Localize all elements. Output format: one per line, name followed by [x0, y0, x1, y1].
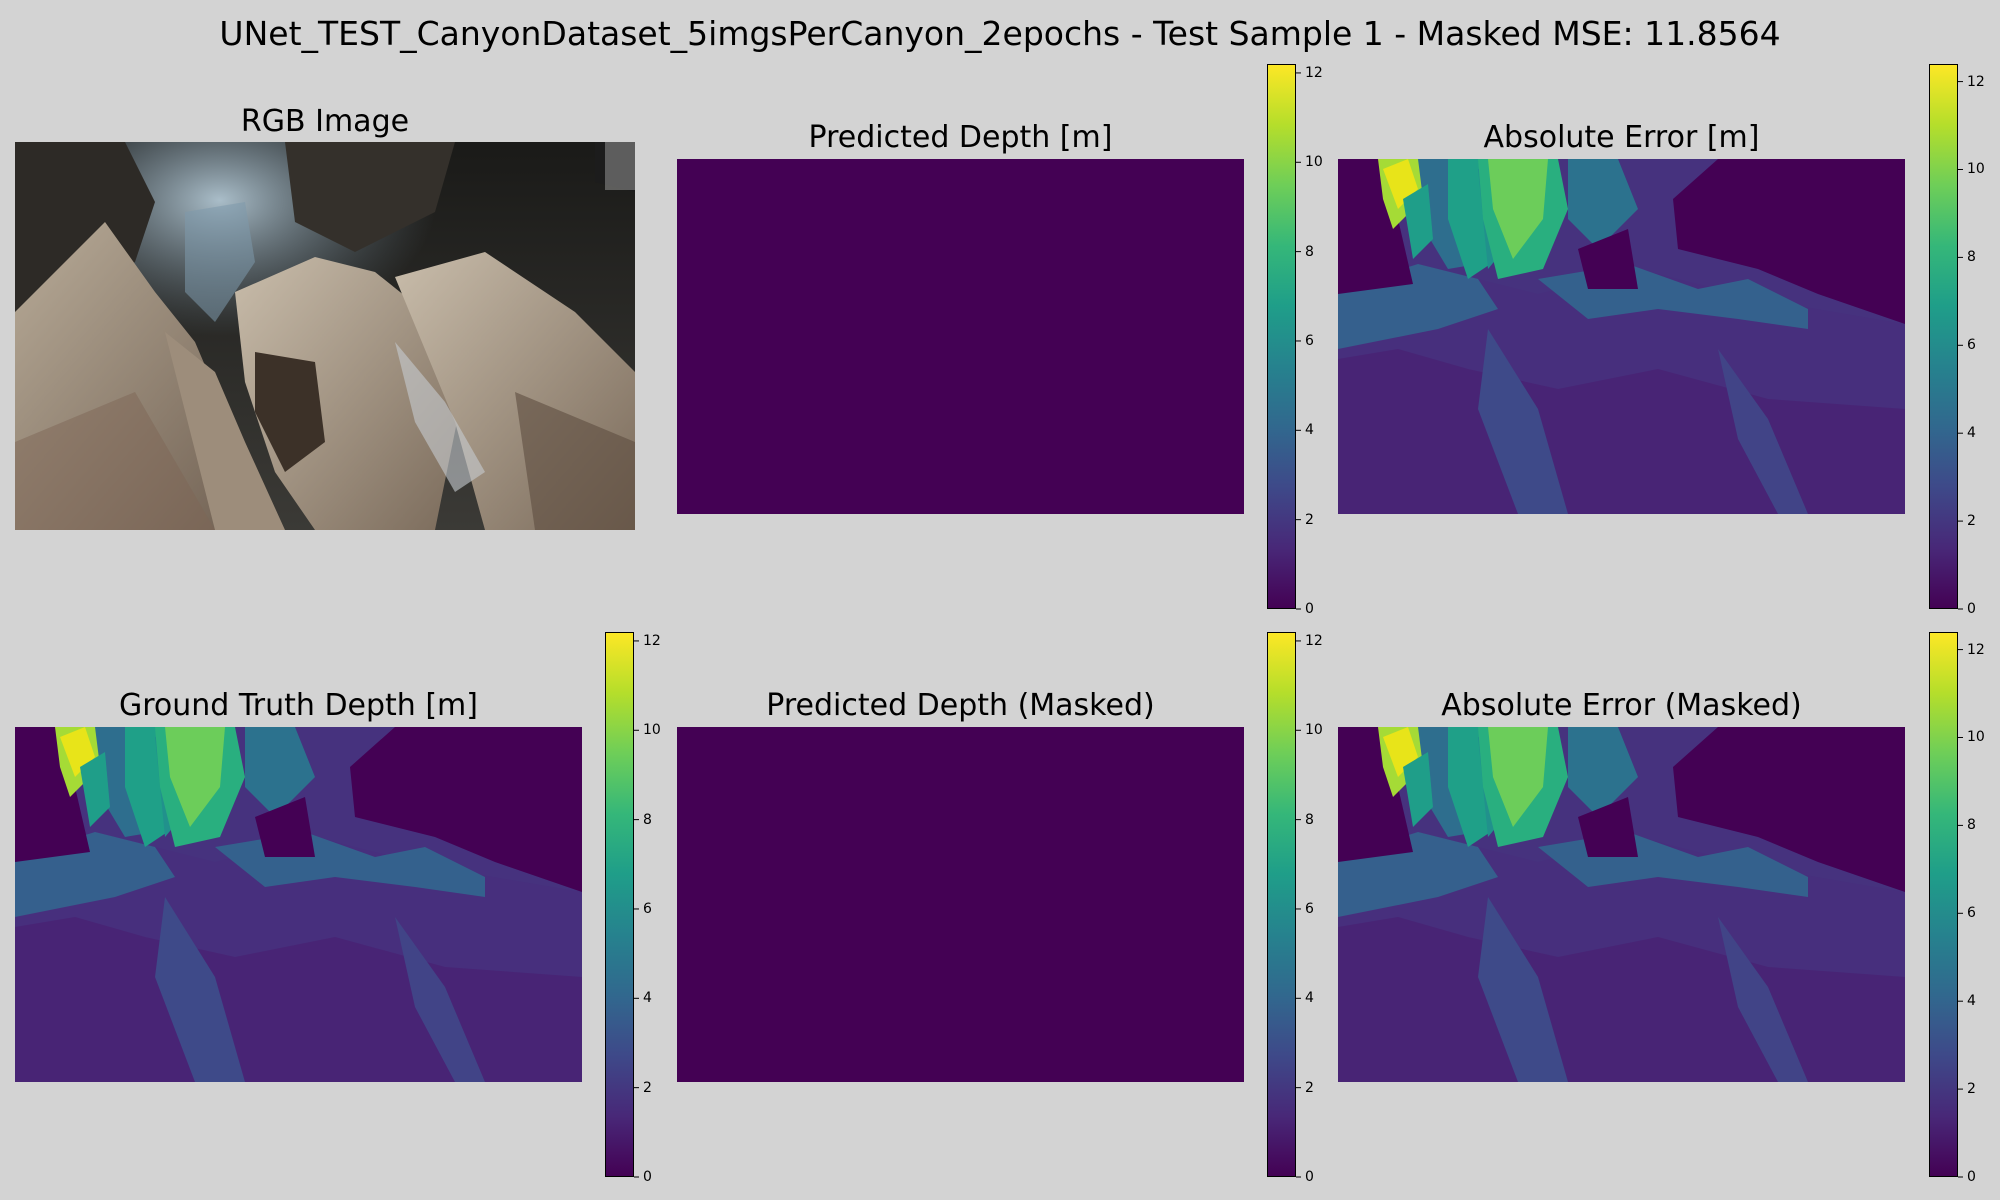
colorbar-tick-label: 4 — [1967, 425, 1976, 442]
depth-region — [1488, 727, 1548, 827]
subplot-title-pred: Predicted Depth [m] — [808, 120, 1113, 155]
colorbar-tick-label: 12 — [1967, 73, 1985, 90]
predicted-depth-heatmap — [677, 159, 1244, 514]
colorbar-gradient — [1929, 632, 1963, 1178]
colorbar-fill — [1267, 632, 1296, 1177]
depth-region — [245, 727, 315, 817]
colorbar-tick-label: 2 — [1967, 513, 1976, 530]
depth-region — [1478, 329, 1568, 514]
colorbar-fill — [605, 632, 634, 1177]
subplot-title-abserr: Absolute Error [m] — [1483, 120, 1760, 155]
colorbar-tick-label: 0 — [1967, 1169, 1976, 1185]
depth-region — [395, 917, 485, 1082]
colorbar-gradient — [1929, 64, 1963, 610]
colorbar-tick-label: 12 — [1967, 641, 1985, 658]
depth-region — [1403, 752, 1433, 827]
depth-region — [1403, 184, 1433, 259]
absolute-error-masked-heatmap — [1338, 727, 1905, 1082]
colorbar-tick-label: 8 — [1305, 243, 1314, 260]
absolute-error-panel — [1338, 159, 1905, 514]
depth-region — [80, 752, 110, 827]
depth-region — [350, 727, 582, 892]
subplot-title-gt: Ground Truth Depth [m] — [118, 688, 478, 723]
ground-truth-heatmap — [15, 727, 582, 1082]
depth-region — [1568, 727, 1638, 817]
depth-region — [1568, 159, 1638, 249]
colorbar-fill — [1267, 64, 1296, 609]
colorbar-tick-label: 6 — [1967, 905, 1976, 922]
predicted-depth-masked-fill — [677, 727, 1244, 1082]
colorbar-tick-label: 2 — [1305, 511, 1314, 528]
colorbar-tick-label: 8 — [643, 811, 652, 828]
colorbar-tick-label: 10 — [643, 722, 661, 739]
depth-region — [1478, 897, 1568, 1082]
colorbar-gradient — [1267, 632, 1301, 1178]
depth-region — [15, 727, 90, 862]
colorbar-tick-label: 10 — [1305, 722, 1323, 739]
colorbar-tick-label: 4 — [643, 990, 652, 1007]
predicted-depth-colorbar: 0 2 4 6 8 10 12 — [1267, 64, 1323, 616]
colorbar-tick-label: 2 — [1967, 1081, 1976, 1098]
subplot-title-abserrmask: Absolute Error (Masked) — [1441, 688, 1802, 723]
colorbar-tick-label: 6 — [1305, 332, 1314, 349]
colorbar-tick-label: 8 — [1967, 249, 1976, 266]
predicted-depth-masked-panel — [677, 727, 1244, 1082]
depth-region — [1578, 797, 1638, 857]
rgb-image-photo — [15, 142, 635, 530]
depth-region — [1673, 159, 1905, 324]
figure-title: UNet_TEST_CanyonDataset_5imgsPerCanyon_2… — [219, 14, 1781, 53]
colorbar-tick-label: 8 — [1305, 811, 1314, 828]
predicted-depth-masked-colorbar: 0 2 4 6 8 10 12 — [1267, 632, 1323, 1184]
depth-region — [165, 727, 225, 827]
depth-region — [1578, 229, 1638, 289]
ground-truth-panel — [15, 727, 582, 1082]
predicted-depth-panel — [677, 159, 1244, 514]
colorbar-tick-label: 6 — [1305, 900, 1314, 917]
colorbar-tick-label: 0 — [1305, 601, 1314, 617]
absolute-error-heatmap — [1338, 159, 1905, 514]
colorbar-tick-label: 4 — [1967, 993, 1976, 1010]
colorbar-fill — [1929, 632, 1958, 1177]
predicted-depth-masked-heatmap — [677, 727, 1244, 1082]
colorbar-tick-label: 0 — [1967, 601, 1976, 617]
colorbar-gradient — [605, 632, 639, 1178]
colorbar-tick-label: 2 — [1305, 1079, 1314, 1096]
colorbar-tick-label: 10 — [1967, 161, 1985, 178]
depth-region — [155, 897, 245, 1082]
colorbar-fill — [1929, 64, 1958, 609]
colorbar-tick-label: 12 — [1305, 632, 1323, 649]
depth-region — [1718, 349, 1808, 514]
colorbar-tick-label: 2 — [643, 1079, 652, 1096]
colorbar-tick-label: 8 — [1967, 817, 1976, 834]
subplot-title-predmask: Predicted Depth (Masked) — [766, 688, 1155, 723]
absolute-error-masked-colorbar: 0 2 4 6 8 10 12 — [1929, 632, 1985, 1184]
depth-region — [1718, 917, 1808, 1082]
predicted-depth-fill — [677, 159, 1244, 514]
colorbar-tick-label: 4 — [1305, 422, 1314, 439]
colorbar-tick-label: 12 — [643, 632, 661, 649]
subplot-title-rgb: RGB Image — [240, 104, 410, 139]
colorbar-tick-label: 6 — [643, 900, 652, 917]
depth-region — [1338, 727, 1413, 862]
ground-truth-colorbar: 0 2 4 6 8 10 12 — [605, 632, 661, 1184]
depth-region — [255, 797, 315, 857]
absolute-error-colorbar: 0 2 4 6 8 10 12 — [1929, 64, 1985, 616]
depth-region — [1488, 159, 1548, 259]
depth-region — [1673, 727, 1905, 892]
colorbar-tick-label: 0 — [1305, 1169, 1314, 1185]
colorbar-tick-label: 12 — [1305, 64, 1323, 81]
colorbar-tick-label: 6 — [1967, 337, 1976, 354]
colorbar-tick-label: 10 — [1305, 154, 1323, 171]
colorbar-tick-label: 0 — [643, 1169, 652, 1185]
colorbar-gradient — [1267, 64, 1301, 610]
depth-region — [1338, 159, 1413, 294]
rgb-image-panel — [15, 142, 635, 530]
colorbar-tick-label: 4 — [1305, 990, 1314, 1007]
colorbar-tick-label: 10 — [1967, 729, 1985, 746]
absolute-error-masked-panel — [1338, 727, 1905, 1082]
